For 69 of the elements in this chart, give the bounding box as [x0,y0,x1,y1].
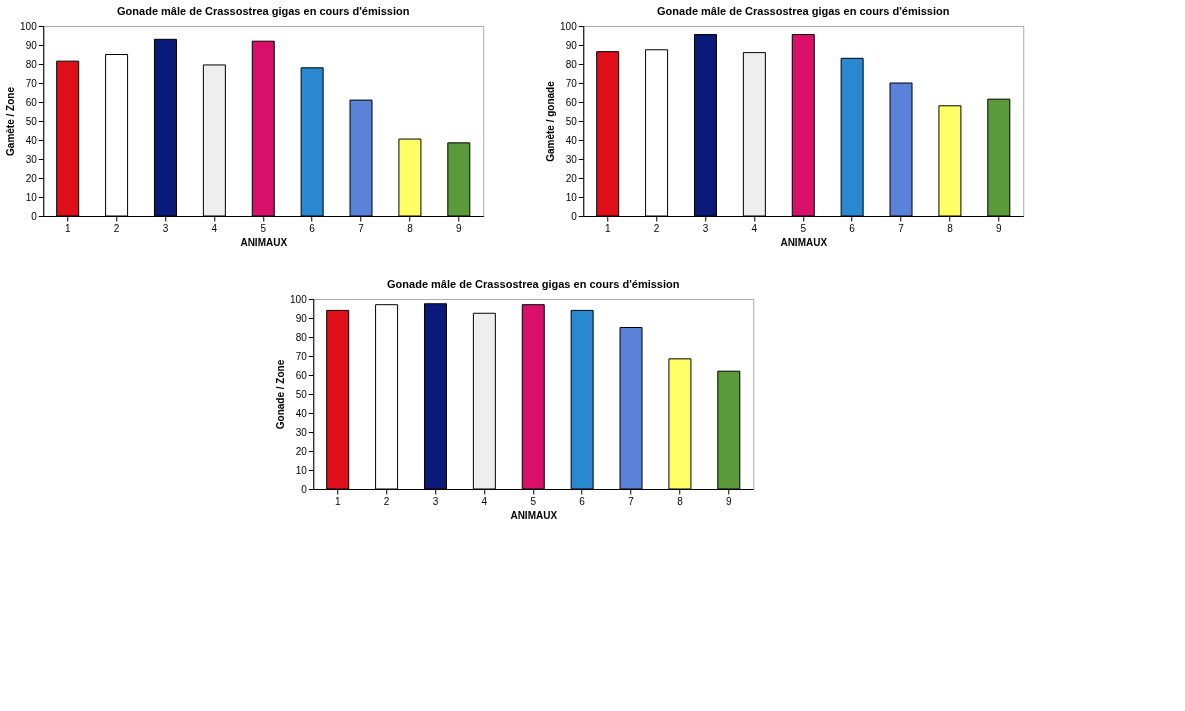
y-tick-label: 30 [25,153,38,165]
y-tick-label: 70 [565,77,578,89]
y-tick-label: 20 [25,172,38,184]
x-tick-label: 2 [113,222,120,234]
chart-title: Gonade mâle de Crassostrea gigas en cours d'émission [657,5,950,17]
x-tick-label: 8 [947,222,954,234]
y-tick-label: 0 [31,210,38,222]
y-tick-label: 50 [295,388,308,400]
x-tick-label: 1 [334,495,341,507]
x-tick-label: 3 [162,222,169,234]
y-tick-label: 50 [565,115,578,127]
y-tick-label: 70 [25,77,38,89]
x-tick-label: 3 [702,222,709,234]
x-tick-label: 1 [64,222,71,234]
y-tick-label: 100 [20,20,38,32]
chart-title: Gonade mâle de Crassostrea gigas en cours d'émission [117,5,410,17]
y-axis-title: Gamète / gonade [545,80,557,162]
chart-title: Gonade mâle de Crassostrea gigas en cours d'émission [387,278,680,290]
y-tick-label: 80 [25,58,38,70]
y-tick-label: 40 [25,134,38,146]
y-tick-label: 0 [301,483,308,495]
y-tick-label: 10 [565,191,578,203]
x-axis-title: ANIMAUX [510,509,558,521]
y-tick-label: 90 [25,39,38,51]
y-tick-label: 80 [565,58,578,70]
y-tick-label: 10 [295,464,308,476]
x-axis-title: ANIMAUX [780,236,828,248]
y-tick-label: 40 [295,407,308,419]
x-tick-label: 7 [358,222,365,234]
x-axis-title: ANIMAUX [240,236,288,248]
x-tick-label: 4 [211,222,218,234]
x-tick-label: 6 [849,222,856,234]
x-tick-label: 8 [677,495,684,507]
y-tick-label: 60 [565,96,578,108]
x-tick-label: 9 [456,222,463,234]
x-tick-label: 3 [432,495,439,507]
y-tick-label: 90 [295,312,308,324]
y-tick-label: 60 [295,369,308,381]
x-tick-label: 6 [579,495,586,507]
x-tick-label: 5 [800,222,807,234]
y-tick-label: 30 [565,153,578,165]
y-tick-label: 20 [565,172,578,184]
x-tick-label: 9 [726,495,733,507]
x-tick-label: 6 [309,222,316,234]
x-tick-label: 4 [751,222,758,234]
x-tick-label: 7 [628,495,635,507]
y-tick-label: 80 [295,331,308,343]
y-tick-label: 60 [25,96,38,108]
x-tick-label: 2 [653,222,660,234]
y-tick-label: 20 [295,445,308,457]
y-tick-label: 70 [295,350,308,362]
y-axis-title: Gamète / Zone [5,86,17,156]
x-tick-label: 5 [530,495,537,507]
x-tick-label: 4 [481,495,488,507]
x-tick-label: 2 [383,495,390,507]
x-tick-label: 1 [604,222,611,234]
y-tick-label: 40 [565,134,578,146]
x-tick-label: 8 [407,222,414,234]
y-tick-label: 10 [25,191,38,203]
x-tick-label: 9 [996,222,1003,234]
y-tick-label: 0 [571,210,578,222]
y-tick-label: 100 [560,20,578,32]
y-tick-label: 90 [565,39,578,51]
x-tick-label: 7 [898,222,905,234]
y-tick-label: 30 [295,426,308,438]
y-tick-label: 50 [25,115,38,127]
x-tick-label: 5 [260,222,267,234]
y-tick-label: 100 [290,293,308,305]
y-axis-title: Gonade / Zone [275,359,287,430]
